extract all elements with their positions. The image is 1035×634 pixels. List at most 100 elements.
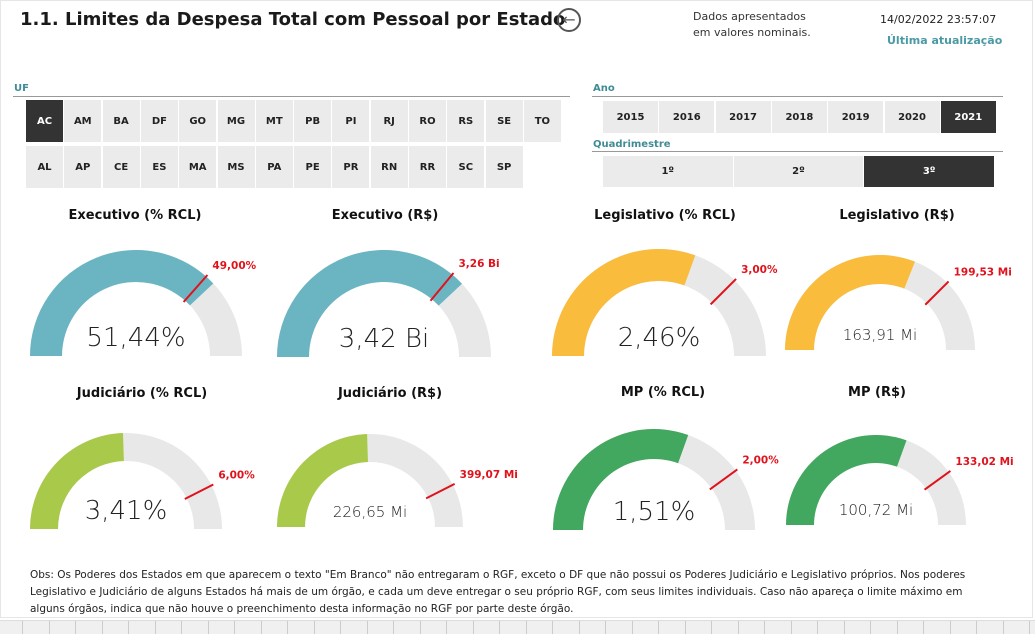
uf-option-pa[interactable]: PA: [255, 146, 293, 188]
uf-divider: [13, 96, 570, 97]
gauge-fill: [277, 250, 462, 357]
report-frame: [0, 0, 1033, 618]
gauge-target-line: [923, 470, 952, 491]
uf-option-se[interactable]: SE: [485, 100, 523, 142]
gauge-fill: [553, 428, 689, 530]
uf-option-ac[interactable]: AC: [26, 100, 63, 142]
ano-option-2016[interactable]: 2016: [659, 101, 715, 133]
gauge-target-label: 133,02 Mi: [955, 456, 1013, 468]
gauge-3: 199,53 Mi 163,91 Mi: [785, 254, 1012, 350]
gauge-fill: [786, 435, 907, 525]
gauge-fill: [30, 250, 214, 356]
uf-option-df[interactable]: DF: [140, 100, 178, 142]
ano-option-2021[interactable]: 2021: [940, 101, 996, 133]
uf-option-pb[interactable]: PB: [294, 100, 332, 142]
uf-option-rn[interactable]: RN: [370, 146, 408, 188]
gauge-target-label: 3,26 Bi: [458, 258, 499, 270]
gauge-target-label: 49,00%: [212, 260, 256, 272]
strip-divider: [843, 621, 845, 634]
gauge-0: 49,00% 51,44%: [30, 250, 257, 356]
gauge-target-label: 399,07 Mi: [460, 469, 518, 481]
uf-option-am[interactable]: AM: [64, 100, 102, 142]
uf-option-sp[interactable]: SP: [485, 146, 523, 188]
strip-divider: [790, 621, 792, 634]
strip-divider: [578, 621, 580, 634]
uf-option-ro[interactable]: RO: [409, 100, 446, 142]
gauge-5: 399,07 Mi 226,65 Mi: [277, 434, 518, 527]
strip-divider: [764, 621, 765, 634]
gauge-title: Executivo (% RCL): [68, 208, 202, 223]
strip-divider: [737, 621, 739, 634]
strip-divider: [499, 621, 500, 634]
last-update-timestamp: 14/02/2022 23:57:07: [880, 13, 997, 26]
strip-divider: [260, 621, 262, 634]
uf-option-mg[interactable]: MG: [217, 100, 255, 142]
strip-divider: [525, 621, 527, 634]
ano-option-2018[interactable]: 2018: [771, 101, 827, 133]
note-line: Dados apresentados: [693, 10, 806, 23]
gauge-target-line: [182, 274, 209, 303]
uf-option-es[interactable]: ES: [140, 146, 178, 188]
strip-divider: [896, 621, 898, 634]
back-button[interactable]: ←: [557, 8, 581, 32]
gauge-value: 3,42 Bi: [339, 324, 429, 354]
uf-option-sc[interactable]: SC: [447, 146, 485, 188]
page-title: 1.1. Limites da Despesa Total com Pessoa…: [20, 9, 566, 30]
uf-option-ce[interactable]: CE: [102, 146, 140, 188]
gauge-value: 100,72 Mi: [839, 501, 913, 519]
quadrimestre-divider: [592, 151, 1003, 152]
ano-divider: [592, 96, 1003, 97]
gauge-target-line: [429, 272, 455, 302]
uf-option-pi[interactable]: PI: [332, 100, 370, 142]
strip-divider: [684, 621, 686, 634]
strip-divider: [976, 621, 977, 634]
ano-option-2019[interactable]: 2019: [828, 101, 884, 133]
uf-option-pr[interactable]: PR: [332, 146, 370, 188]
gauge-value: 3,41%: [85, 496, 168, 526]
uf-option-pe[interactable]: PE: [294, 146, 332, 188]
note-line: em valores nominais.: [693, 26, 811, 39]
gauge-title: MP (R$): [848, 385, 906, 400]
gauge-value: 2,46%: [618, 323, 701, 353]
uf-option-ma[interactable]: MA: [179, 146, 217, 188]
gauge-target-label: 3,00%: [741, 264, 778, 276]
strip-divider: [393, 621, 394, 634]
strip-divider: [313, 621, 315, 634]
gauge-value: 1,51%: [613, 497, 696, 527]
quadrimestre-option-2[interactable]: 2º: [733, 156, 864, 187]
gauge-fill: [277, 434, 368, 527]
uf-option-rs[interactable]: RS: [447, 100, 485, 142]
uf-option-al[interactable]: AL: [26, 146, 63, 188]
strip-divider: [446, 621, 447, 634]
gauge-title: Judiciário (% RCL): [76, 386, 208, 401]
strip-divider: [552, 621, 553, 634]
strip-divider: [923, 621, 924, 634]
ano-option-2020[interactable]: 2020: [884, 101, 940, 133]
uf-option-go[interactable]: GO: [179, 100, 217, 142]
uf-option-rr[interactable]: RR: [409, 146, 446, 188]
uf-option-ms[interactable]: MS: [217, 146, 255, 188]
uf-option-ap[interactable]: AP: [64, 146, 102, 188]
ano-slicer-label: Ano: [593, 83, 615, 94]
gauge-title: Legislativo (% RCL): [594, 208, 736, 223]
gauge-title: Executivo (R$): [331, 208, 439, 223]
strip-divider: [207, 621, 209, 634]
last-update-label: Última atualização: [887, 34, 1003, 47]
gauge-target-label: 199,53 Mi: [954, 266, 1012, 278]
strip-divider: [711, 621, 712, 634]
uf-option-rj[interactable]: RJ: [370, 100, 408, 142]
gauge-target-label: 6,00%: [218, 470, 255, 482]
quadrimestre-option-1[interactable]: 1º: [603, 156, 733, 187]
gauge-target-line: [709, 278, 737, 306]
strip-divider: [48, 621, 50, 634]
uf-option-ba[interactable]: BA: [102, 100, 140, 142]
ano-option-2017[interactable]: 2017: [715, 101, 771, 133]
quadrimestre-option-3[interactable]: 3º: [864, 156, 994, 187]
strip-divider: [366, 621, 368, 634]
strip-divider: [605, 621, 606, 634]
bottom-page-strip: [0, 620, 1035, 634]
ano-option-2015[interactable]: 2015: [603, 101, 658, 133]
uf-option-mt[interactable]: MT: [255, 100, 293, 142]
uf-option-to[interactable]: TO: [523, 100, 561, 142]
